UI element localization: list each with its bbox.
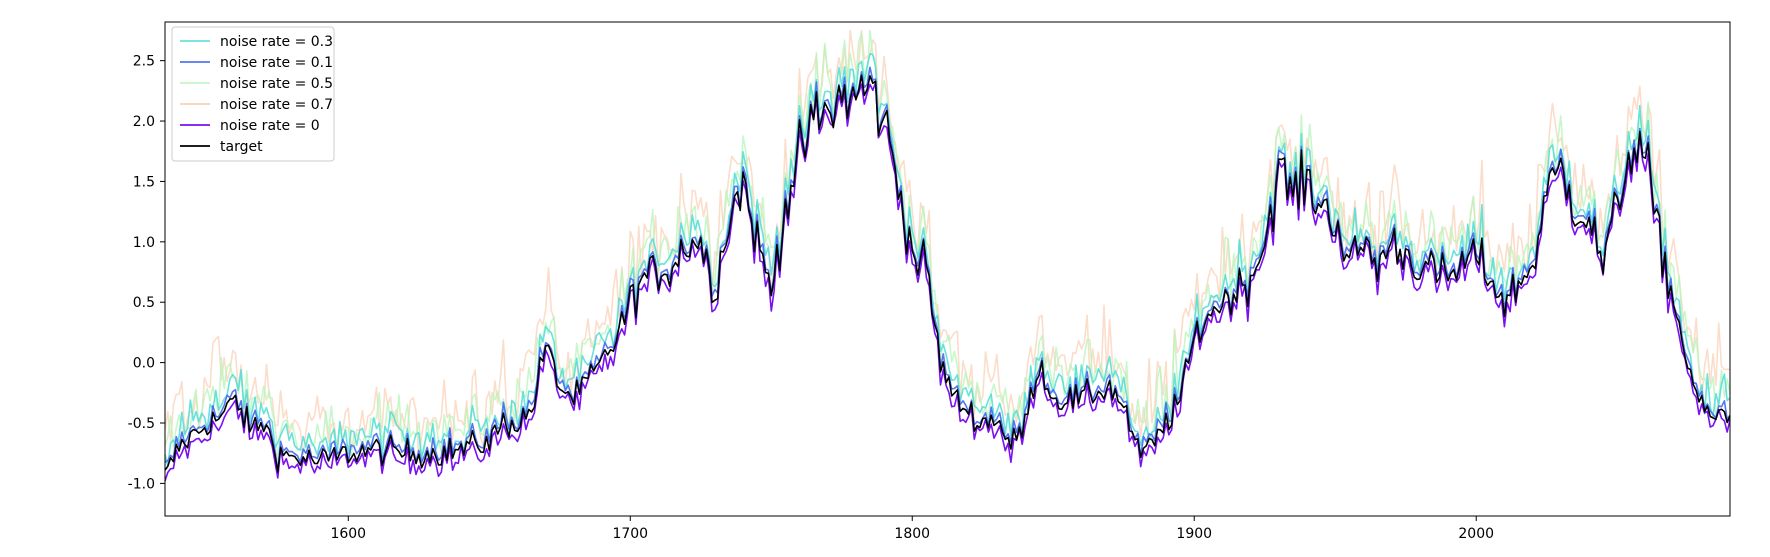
legend-label: noise rate = 0.7: [220, 97, 333, 113]
y-tick-label: 1.0: [133, 235, 155, 251]
y-tick-label: 2.5: [133, 54, 155, 70]
axes: 1600 1700 1800 1900 2000 -1.0 -0.5 0.0 0.5 1.0 1.5…: [128, 21, 1731, 542]
x-tick-label: 1700: [612, 526, 648, 542]
y-tick-label: 0.0: [133, 356, 155, 372]
legend: noise rate = 0.3 noise rate = 0.1 noise ra…: [171, 26, 335, 162]
x-tick-label: 1800: [894, 526, 930, 542]
legend-label: noise rate = 0.1: [220, 55, 333, 71]
y-tick-label: 2.0: [133, 114, 155, 130]
y-tick-label: -1.0: [128, 476, 155, 492]
y-tick-label: 0.5: [133, 295, 155, 311]
series-lines: [164, 29, 1731, 482]
legend-label: target: [220, 139, 263, 155]
series-line-noise-rate-0-1: [164, 66, 1731, 472]
legend-label: noise rate = 0.3: [220, 34, 333, 50]
y-tick-label: 1.5: [133, 174, 155, 190]
series-line-noise-rate-0: [164, 81, 1731, 482]
x-tick-label: 1600: [330, 526, 366, 542]
x-tick-label: 1900: [1176, 526, 1212, 542]
plot-frame: [164, 21, 1731, 517]
legend-label: noise rate = 0.5: [220, 76, 333, 92]
y-tick-label: -0.5: [128, 416, 155, 432]
series-line-target: [164, 74, 1731, 473]
legend-box: [171, 26, 335, 162]
legend-label: noise rate = 0: [220, 118, 320, 134]
series-line-noise-rate-0-3: [164, 53, 1731, 467]
x-tick-label: 2000: [1458, 526, 1494, 542]
